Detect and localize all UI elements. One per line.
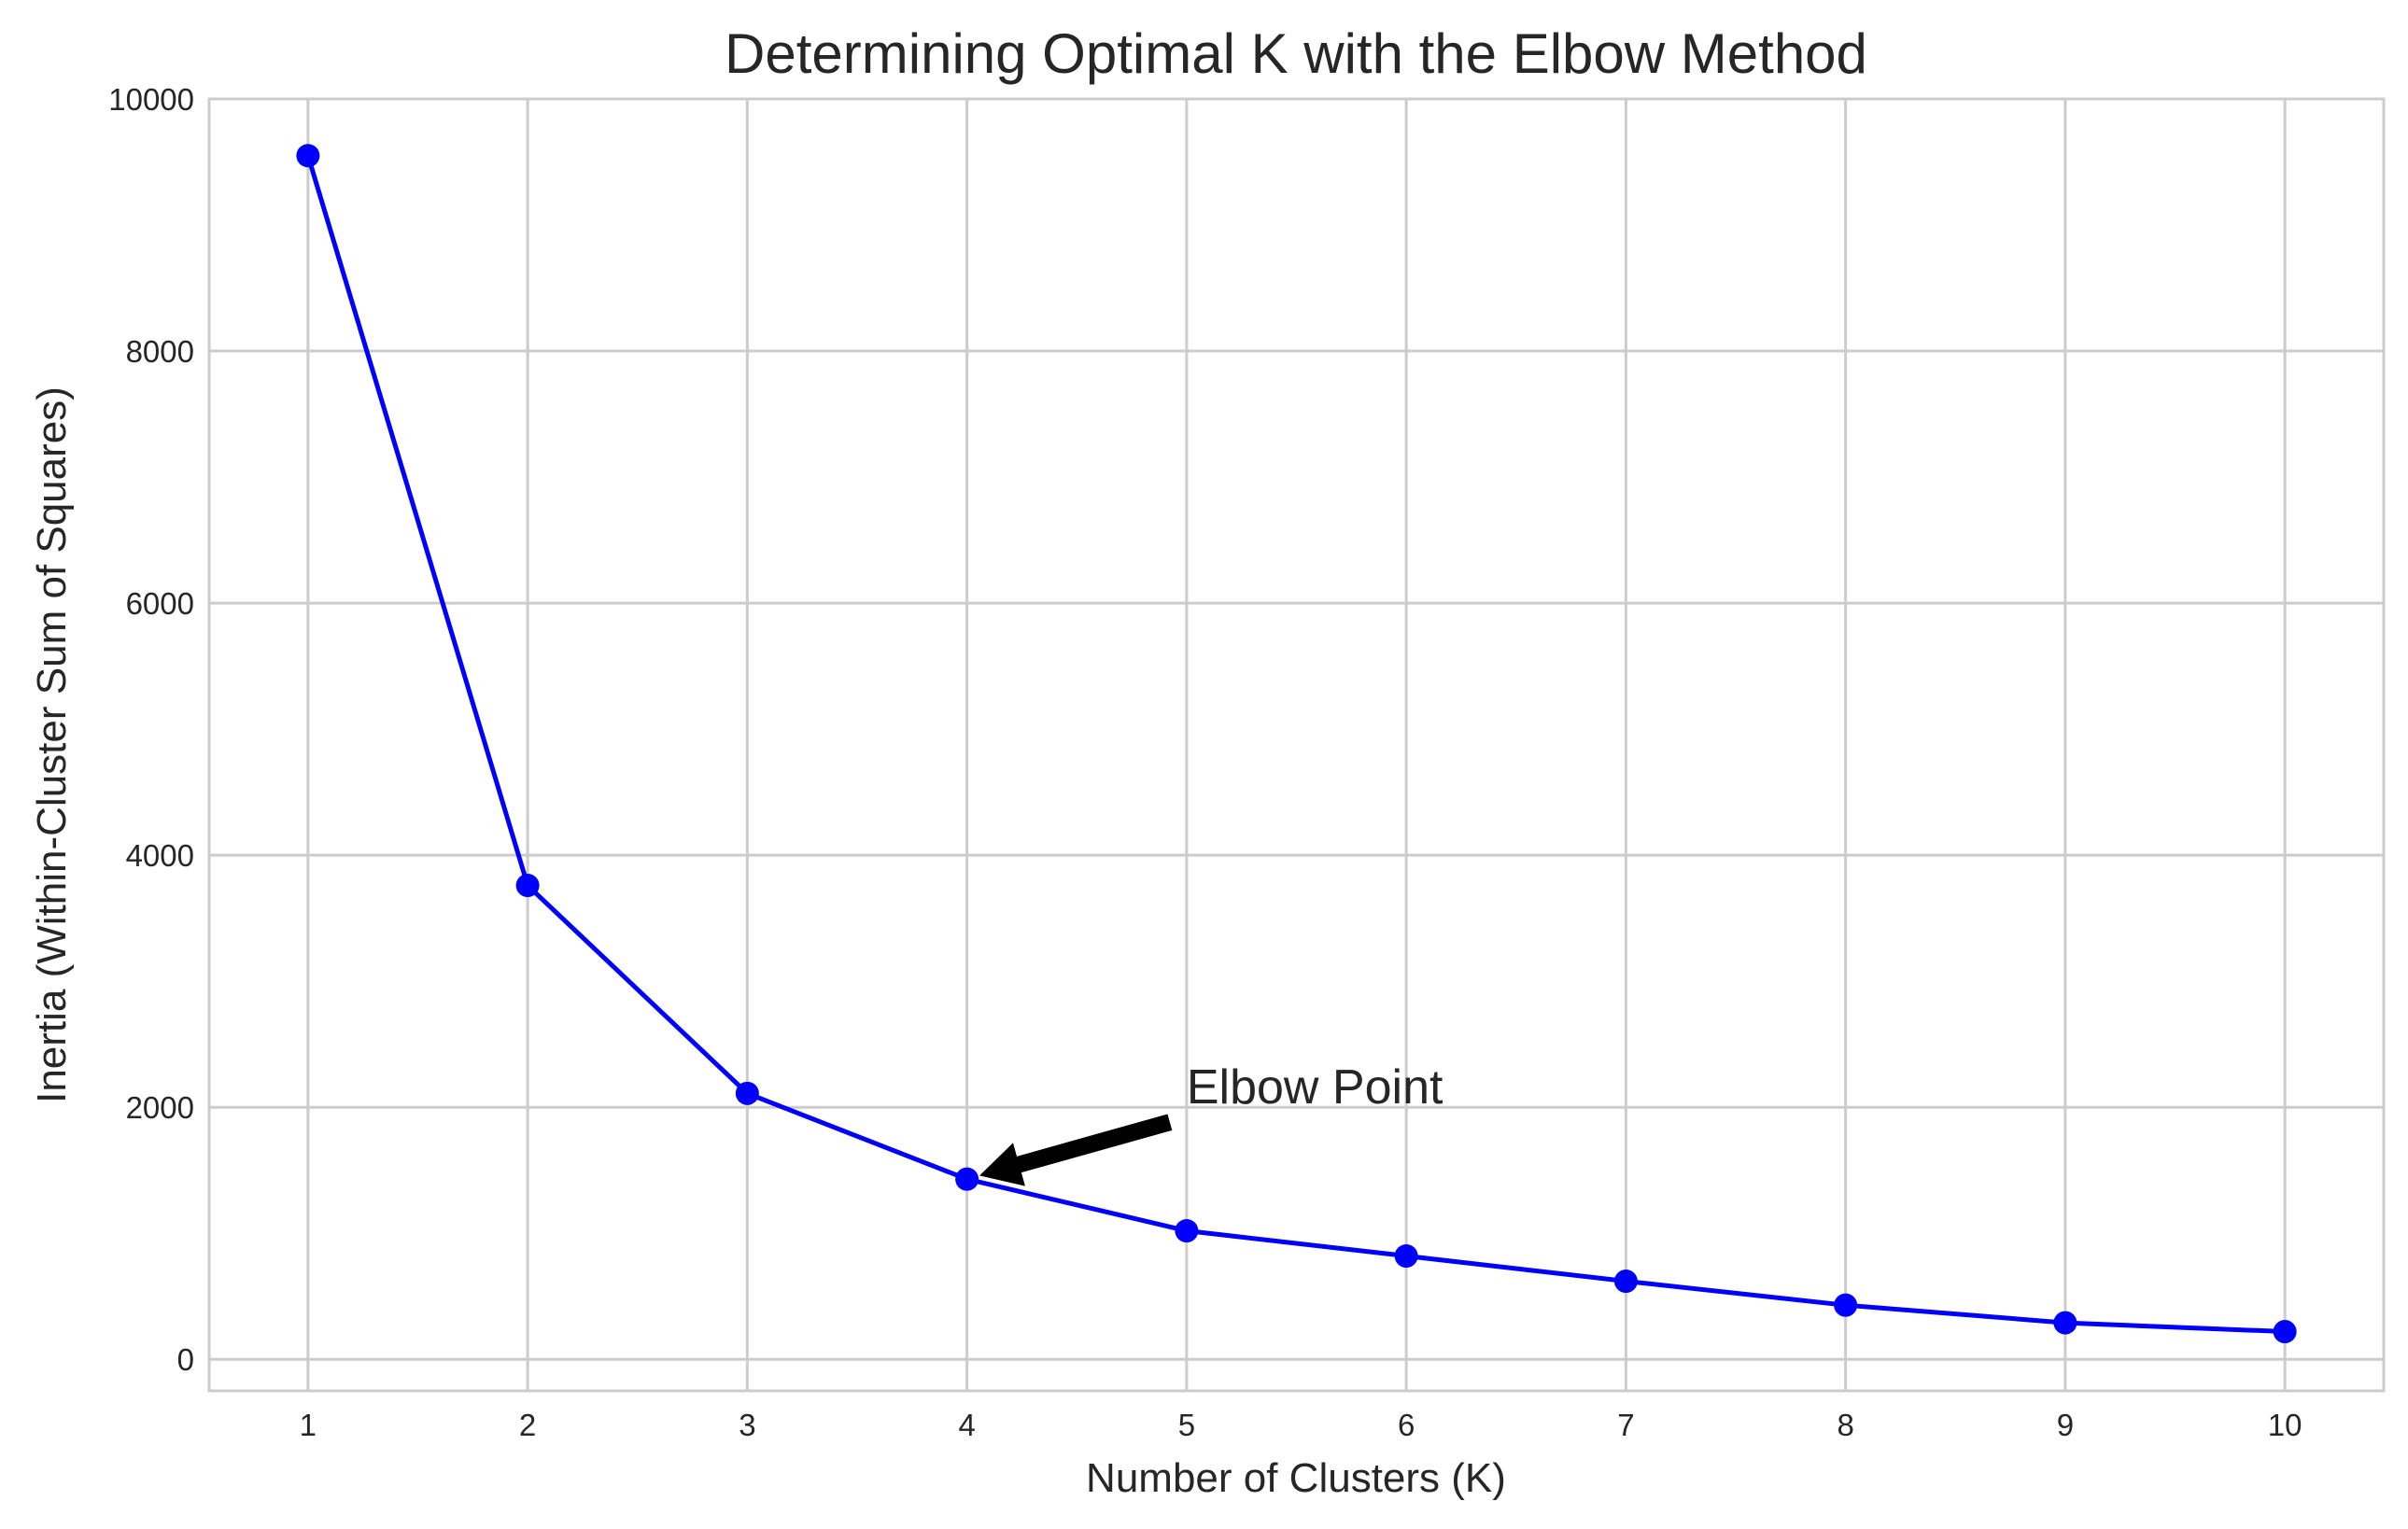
grid-lines [209,97,2384,1391]
series-line [305,155,2286,1335]
series-layer [296,144,2297,1344]
x-tick-label: 2 [519,1408,536,1442]
data-point [1613,1269,1638,1294]
x-axis-title: Number of Clusters (K) [1086,1455,1506,1501]
data-point [1834,1293,1858,1317]
data-point [1394,1244,1418,1269]
y-tick-label: 10000 [108,82,194,117]
y-tick-label: 6000 [126,586,194,621]
y-tick-label: 0 [177,1342,194,1377]
data-point [955,1167,979,1191]
x-tick-label: 6 [1398,1408,1415,1442]
x-tick-label: 1 [300,1408,317,1442]
annotation-text: Elbow Point [1187,1060,1443,1115]
x-tick-labels: 1 2 3 4 5 6 7 8 9 10 [300,1408,2302,1442]
data-point [2273,1320,2297,1344]
annotation: Elbow Point [979,1060,1443,1186]
data-point [2053,1311,2077,1335]
annotation-arrow [979,1114,1173,1186]
x-tick-label: 4 [958,1408,975,1442]
data-point [735,1081,759,1105]
x-tick-label: 3 [739,1408,755,1442]
y-tick-labels: 0 2000 4000 6000 8000 10000 [108,82,194,1377]
plot-area-frame [207,97,2386,1393]
data-point [515,874,540,898]
x-tick-label: 7 [1617,1408,1634,1442]
data-point [1175,1219,1199,1243]
y-tick-label: 2000 [126,1090,194,1125]
y-tick-label: 8000 [126,334,194,369]
chart-title: Determining Optimal K with the Elbow Met… [725,22,1867,85]
x-tick-label: 9 [2057,1408,2074,1442]
x-tick-label: 10 [2268,1408,2302,1442]
y-tick-label: 4000 [126,838,194,873]
x-tick-label: 5 [1178,1408,1195,1442]
y-axis-title: Inertia (Within-Cluster Sum of Squares) [29,386,75,1103]
data-point [296,144,320,168]
x-tick-label: 8 [1837,1408,1853,1442]
